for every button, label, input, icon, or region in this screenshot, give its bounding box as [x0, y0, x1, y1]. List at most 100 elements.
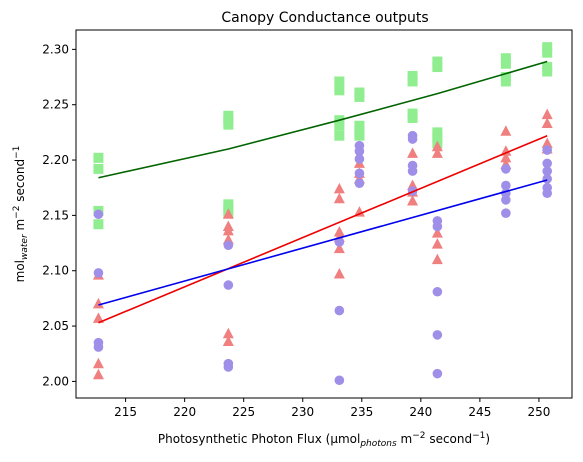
y-tick-label-5: 2.25: [42, 98, 69, 112]
x-tick-label-7: 250: [527, 405, 550, 419]
series-0-point-30: [500, 58, 511, 69]
series-0-point-3: [93, 219, 104, 230]
series-0-point-33: [542, 42, 553, 53]
x-axis-title: Photosynthetic Photon Flux (μmolphotons …: [158, 431, 490, 449]
series-0-point-13: [334, 120, 345, 131]
series-2-point-15: [354, 178, 365, 189]
series-0-point-16: [354, 91, 365, 102]
series-0-point-24: [432, 56, 443, 67]
x-tick-label-4: 235: [350, 405, 373, 419]
series-2-point-3: [93, 342, 104, 352]
trend-line-2: [98, 179, 548, 306]
x-axis-title-mid2: second: [426, 432, 473, 446]
series-0-point-19: [354, 130, 365, 141]
series-2-point-12: [354, 146, 365, 156]
x-axis-title-mid: m: [397, 432, 413, 446]
series-1-point-12: [333, 192, 345, 204]
series-1-point-4: [92, 368, 104, 380]
series-2-point-29: [501, 208, 511, 218]
series-2-point-36: [542, 188, 552, 199]
series-1-point-5: [222, 208, 234, 219]
series-1-point-21: [407, 147, 419, 158]
x-tick-label-2: 225: [232, 405, 255, 419]
series-2-point-8: [334, 237, 345, 247]
series-2-point-28: [501, 195, 511, 205]
y-tick-label-1: 2.05: [42, 319, 69, 333]
axis-ticks: 215 220 225 230 235 240 245 250 2.00 2.05 2.10 2.15…: [42, 42, 550, 419]
series-0-point-34: [542, 47, 553, 58]
series-2-point-26: [501, 180, 511, 191]
series-0-point-29: [500, 53, 511, 64]
series-1-point-31: [500, 145, 512, 156]
x-axis-title-sup1: −2: [412, 431, 425, 441]
trend-line-0: [98, 60, 548, 179]
series-2-point-22: [432, 221, 443, 232]
series-1-point-29: [431, 253, 443, 265]
series-2-point-10: [334, 375, 345, 386]
x-axis-title-sup2: −1: [472, 431, 485, 441]
series-2-point-33: [542, 166, 552, 176]
series-0-point-14: [334, 130, 345, 141]
series-2-point-31: [542, 145, 552, 155]
series-2-point-24: [432, 330, 443, 340]
series-2-point-13: [354, 154, 365, 164]
series-0-point-25: [432, 62, 443, 73]
series-0-point-27: [432, 132, 443, 143]
series-1-point-20: [353, 206, 365, 217]
series-1-point-35: [541, 117, 553, 129]
series-1-point-15: [333, 242, 345, 254]
x-tick-label-5: 240: [409, 405, 432, 419]
y-axis-title-mid: m: [13, 219, 27, 235]
chart-title: Canopy Conductance outputs: [221, 10, 428, 26]
y-axis-title: molwater m−2 second−1: [12, 146, 30, 283]
series-1-point-26: [431, 147, 443, 158]
y-tick-label-6: 2.30: [42, 42, 69, 56]
x-tick-label-0: 215: [114, 405, 137, 419]
y-tick-label-2: 2.10: [42, 264, 69, 278]
plot-marks: [92, 42, 553, 386]
y-tick-label-3: 2.15: [42, 208, 69, 222]
series-2-point-23: [432, 286, 443, 297]
series-0-point-6: [223, 119, 234, 130]
series-1-point-7: [222, 224, 234, 236]
series-1-point-36: [541, 137, 553, 148]
y-axis-title-sup2: −1: [12, 146, 22, 159]
series-0-point-26: [432, 127, 443, 138]
series-1-point-2: [92, 312, 104, 323]
series-2-point-4: [223, 240, 234, 251]
series-1-point-30: [500, 125, 512, 136]
y-axis-title-sup1: −2: [12, 206, 22, 219]
x-tick-label-3: 230: [291, 405, 314, 419]
series-0-point-10: [334, 76, 345, 87]
x-tick-label-1: 220: [173, 405, 196, 419]
series-0-point-17: [354, 120, 365, 131]
series-2-point-19: [407, 166, 418, 176]
series-2-point-14: [354, 168, 365, 179]
y-tick-label-0: 2.00: [42, 374, 69, 388]
series-2-point-7: [223, 362, 234, 372]
series-2-point-17: [407, 134, 418, 144]
series-1-point-11: [333, 182, 345, 194]
series-2-point-1: [93, 268, 104, 278]
series-1-point-10: [222, 335, 234, 347]
series-1-point-28: [431, 238, 443, 249]
x-axis-title-post: ): [485, 432, 490, 446]
x-tick-label-6: 245: [468, 405, 491, 419]
series-1-point-27: [431, 227, 443, 238]
series-1-point-34: [541, 108, 553, 120]
series-2-point-0: [93, 209, 104, 220]
trend-line-1: [98, 134, 548, 324]
series-1-point-3: [92, 357, 104, 369]
series-2-point-34: [542, 174, 552, 184]
series-0-point-32: [500, 76, 511, 87]
series-0-point-36: [542, 66, 553, 77]
x-axis-title-pre: Photosynthetic Photon Flux (μmol: [158, 432, 360, 446]
series-1-point-1: [92, 297, 104, 309]
series-1-point-32: [500, 151, 512, 163]
plot-frame: [75, 29, 573, 399]
series-0-point-0: [93, 152, 104, 163]
y-axis-title-sub: water: [20, 233, 30, 260]
series-2-point-32: [542, 158, 552, 169]
